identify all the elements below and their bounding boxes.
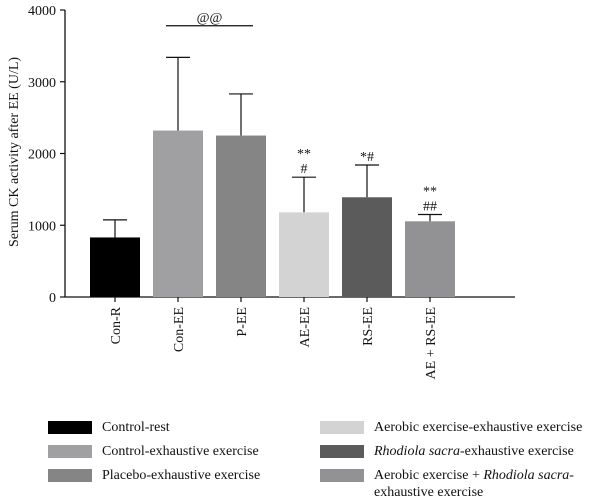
y-tick-label: 3000 xyxy=(28,76,56,91)
chart-bars xyxy=(90,56,455,297)
y-tick-label: 0 xyxy=(49,291,56,306)
bar-chart: 0 1000 2000 3000 4000 Con-R Con-EE P-EE AE-EE RS-… xyxy=(7,4,515,379)
chart-annotations: **#*#**##@@ xyxy=(166,11,437,214)
x-tick-label: Con-EE xyxy=(172,307,187,352)
x-tick-label: P-EE xyxy=(235,307,250,337)
legend-label: Aerobic exercise + Rhodiola sacra-exhaus… xyxy=(374,468,574,500)
legend-item-aerobic-rhodiola-exhaustive: Aerobic exercise + Rhodiola sacra-exhaus… xyxy=(320,467,574,501)
legend-item-control-rest: Control-rest xyxy=(48,419,170,436)
legend-label: Control-rest xyxy=(102,420,170,435)
bar xyxy=(216,135,266,297)
significance-marker: # xyxy=(301,162,308,177)
legend-swatch xyxy=(48,469,92,482)
legend-label: Aerobic exercise-exhaustive exercise xyxy=(374,420,583,435)
x-tick-label: AE-EE xyxy=(298,307,313,347)
legend-label: Rhodiola sacra-exhaustive exercise xyxy=(374,444,574,459)
legend-item-aerobic-exhaustive: Aerobic exercise-exhaustive exercise xyxy=(320,419,582,436)
legend-swatch xyxy=(320,421,364,434)
bar xyxy=(342,197,392,297)
significance-bracket-label: @@ xyxy=(197,11,223,26)
legend-swatch xyxy=(320,445,364,458)
legend-item-rhodiola-exhaustive: Rhodiola sacra-exhaustive exercise xyxy=(320,443,574,460)
significance-marker: ** xyxy=(423,184,437,199)
y-tick-label: 4000 xyxy=(28,4,56,19)
y-tick-label: 2000 xyxy=(28,148,56,163)
legend-swatch xyxy=(320,469,364,482)
significance-marker: ## xyxy=(423,199,437,214)
bar xyxy=(90,237,140,297)
bar xyxy=(153,130,203,297)
legend-swatch xyxy=(48,445,92,458)
bar xyxy=(279,212,329,297)
legend: Control-rest Control-exhaustive exercise… xyxy=(0,405,600,503)
significance-marker: *# xyxy=(360,150,374,165)
x-tick-label: AE + RS-EE xyxy=(424,307,439,379)
y-tick-label: 1000 xyxy=(28,219,56,234)
legend-label-italic: Rhodiola sacra xyxy=(374,444,460,459)
y-axis-label: Serum CK activity after EE (U/L) xyxy=(7,57,22,247)
legend-label-italic: Rhodiola sacra xyxy=(483,468,570,483)
bar xyxy=(405,221,455,297)
x-tick-label: Con-R xyxy=(109,306,124,344)
legend-item-control-exhaustive: Control-exhaustive exercise xyxy=(48,443,259,460)
legend-swatch xyxy=(48,421,92,434)
chart-axes: 0 1000 2000 3000 4000 Con-R Con-EE P-EE AE-EE RS-… xyxy=(28,4,515,379)
significance-marker: ** xyxy=(297,147,311,162)
x-tick-label: RS-EE xyxy=(361,307,376,346)
legend-item-placebo-exhaustive: Placebo-exhaustive exercise xyxy=(48,467,260,484)
legend-label: Control-exhaustive exercise xyxy=(102,444,259,459)
legend-label: Placebo-exhaustive exercise xyxy=(102,468,261,483)
